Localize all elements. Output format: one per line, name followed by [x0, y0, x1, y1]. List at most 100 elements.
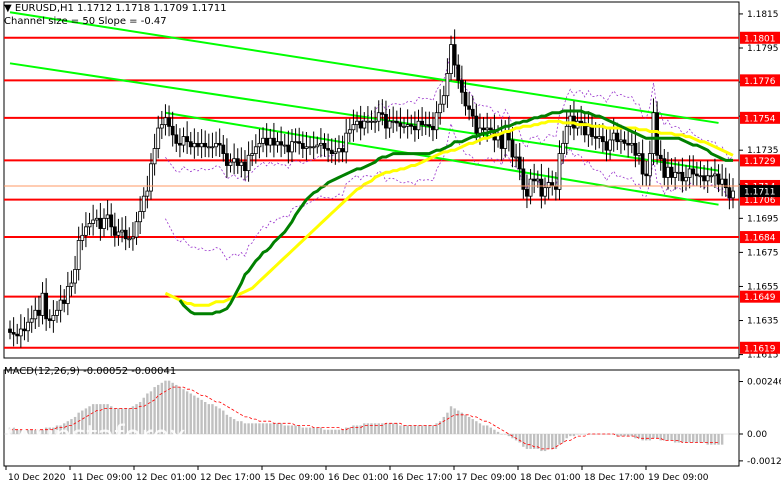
macd-histogram-bar	[337, 429, 341, 434]
macd-histogram-bar	[431, 425, 435, 434]
macd-histogram-bar	[269, 423, 272, 434]
macd-histogram-bar	[410, 425, 413, 434]
macd-histogram-bar	[395, 423, 399, 434]
time-axis-label: 16 Dec 01:00	[328, 473, 389, 483]
macd-histogram-bar	[290, 425, 294, 434]
candle-body	[561, 142, 565, 154]
macd-histogram-bar	[218, 408, 221, 434]
macd-histogram-bar	[323, 429, 326, 434]
candle-body	[387, 120, 392, 129]
candle-body	[257, 142, 262, 148]
macd-histogram-bar	[377, 423, 380, 434]
macd-histogram-bar	[507, 434, 511, 437]
macd-histogram-bar	[319, 427, 323, 434]
macd-info: MACD(12,26,9) -0.00052 -0.00041	[4, 366, 177, 377]
macd-histogram-bar	[193, 395, 196, 434]
macd-histogram-bar	[41, 429, 44, 434]
macd-histogram-bar	[153, 387, 156, 434]
macd-histogram-bar	[200, 399, 203, 434]
level-label: 1.1649	[744, 293, 776, 303]
level-label: 1.1684	[744, 234, 776, 244]
level-label: 1.1706	[744, 196, 776, 206]
candle-body	[456, 64, 461, 81]
macd-histogram-bar	[142, 397, 145, 434]
time-axis-label: 16 Dec 17:00	[392, 473, 453, 483]
candle-body	[37, 309, 41, 316]
candle-body	[546, 182, 551, 189]
candle-body	[539, 178, 544, 197]
watermark-tagline: Instant Forex Trading	[50, 451, 166, 464]
level-label-box	[740, 154, 780, 167]
candle-body	[485, 127, 490, 131]
candle-body	[73, 269, 77, 284]
macd-histogram-bar	[652, 434, 655, 439]
candle-body	[662, 158, 667, 178]
instaforex-logo-icon	[7, 419, 41, 453]
candle-body	[134, 221, 139, 238]
macd-histogram-bar	[590, 434, 594, 435]
level-label-box	[740, 111, 780, 124]
price-axis-label: 1.1655	[747, 282, 779, 292]
macd-histogram-bar	[258, 423, 261, 434]
price-axis-label: 1.1615	[747, 351, 779, 361]
candle-body	[362, 120, 367, 129]
macd-histogram-bar	[283, 425, 286, 434]
candle-body	[217, 142, 222, 146]
macd-histogram-bar	[605, 434, 608, 435]
candle-body	[112, 226, 117, 236]
macd-histogram-bar	[626, 434, 630, 437]
candle-body	[138, 211, 143, 223]
candle-body	[445, 73, 450, 97]
candle-body	[326, 148, 331, 151]
candle-body	[84, 226, 88, 236]
macd-histogram-bar	[355, 425, 359, 434]
candle-body	[622, 139, 627, 144]
candle-body	[629, 142, 634, 146]
macd-histogram-bar	[659, 434, 662, 441]
macd-histogram-bar	[558, 434, 561, 445]
level-label-box	[740, 290, 780, 303]
candle-body	[420, 120, 425, 126]
candle-body	[253, 146, 258, 154]
macd-histogram-bar	[681, 434, 684, 443]
candle-body	[322, 142, 327, 149]
candle-body	[669, 166, 674, 178]
candle-body	[499, 134, 504, 149]
macd-histogram-bar	[417, 425, 420, 434]
macd-histogram-bar	[16, 429, 19, 434]
candle-body	[590, 125, 594, 137]
macd-histogram-bar	[457, 410, 460, 434]
price-axis-label: 1.1815	[747, 10, 779, 20]
candle-body	[300, 142, 305, 149]
macd-histogram-bar	[279, 423, 283, 434]
time-axis-label: 10 Dec 2020	[8, 473, 66, 483]
candle-body	[438, 103, 443, 114]
time-axis-label: 12 Dec 01:00	[136, 473, 197, 483]
macd-histogram-bar	[391, 423, 395, 434]
macd-histogram-bar	[623, 434, 626, 437]
macd-histogram-bar	[326, 429, 330, 434]
macd-histogram-bar	[645, 434, 648, 441]
macd-histogram-bar	[160, 382, 164, 434]
macd-histogram-bar	[232, 419, 236, 434]
macd-histogram-bar	[453, 408, 456, 434]
macd-histogram-bar	[70, 419, 73, 434]
candle-body	[441, 95, 446, 105]
candle-body	[224, 153, 229, 166]
macd-histogram-bar	[706, 434, 709, 445]
macd-histogram-bar	[569, 434, 572, 437]
macd-histogram-bar	[175, 384, 178, 434]
macd-histogram-bar	[247, 423, 250, 434]
candle-body	[568, 115, 573, 127]
macd-histogram-bar	[471, 419, 474, 434]
candle-body	[232, 158, 237, 163]
candle-body	[727, 187, 732, 199]
candle-body	[698, 175, 703, 178]
macd-histogram-bar	[532, 434, 536, 449]
candle-body	[586, 125, 591, 136]
macd-axis-label: 0.00	[747, 430, 767, 440]
candle-body	[347, 129, 352, 134]
macd-histogram-bar	[565, 434, 568, 439]
candle-body	[149, 163, 153, 192]
macd-histogram-bar	[616, 434, 619, 437]
